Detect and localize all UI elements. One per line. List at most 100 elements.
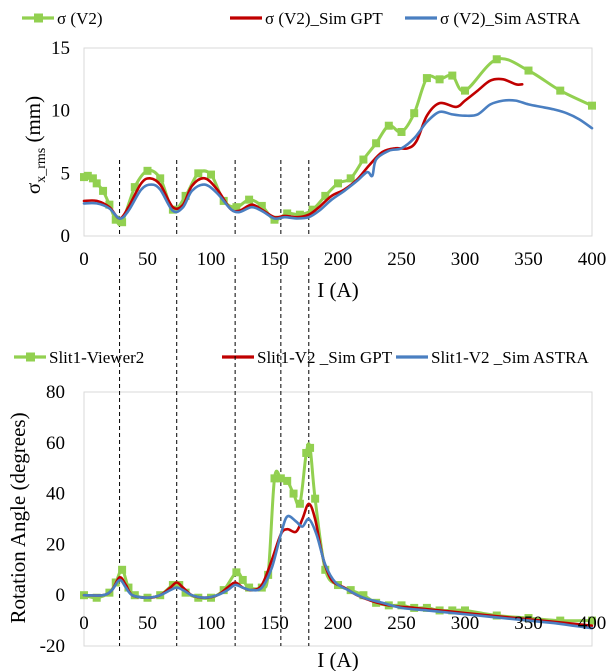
chart1-y-axis-subscript: x_rms — [34, 148, 49, 183]
chart2-x-tick-label: 250 — [387, 613, 416, 634]
chart2-guide-lines — [119, 258, 310, 646]
chart2-x-tick-label: 50 — [138, 613, 157, 634]
chart2-x-axis-title: I (A) — [317, 648, 358, 671]
chart1-data-point — [346, 174, 355, 183]
chart2-data-point — [302, 448, 311, 457]
chart1-data-point — [334, 179, 342, 188]
chart1-data-point — [588, 101, 596, 110]
chart1-y-tick-label: 10 — [51, 101, 70, 122]
chart1-x-tick-label: 350 — [514, 249, 543, 270]
chart1-data-point — [448, 71, 457, 80]
chart1-data-point — [207, 170, 215, 179]
chart1-data-point — [422, 74, 431, 83]
chart1-series-line — [82, 77, 524, 220]
chart2-y-axis-title: Rotation Angle (degrees) — [6, 412, 30, 623]
chart2-x-tick-label: 0 — [79, 613, 89, 634]
chart2-y-ticks: -20 0 20 40 60 80 — [40, 382, 65, 657]
chart2-data-point — [92, 593, 101, 602]
chart2-series-line — [82, 514, 594, 630]
chart1-x-tick-label: 50 — [138, 249, 157, 270]
chart2-legend-label: Slit1-V2 _Sim ASTRA — [431, 348, 589, 367]
chart2-data-point — [283, 476, 292, 485]
chart1-y-axis-unit: (mm) — [21, 96, 45, 148]
chart1-data-point — [257, 201, 266, 210]
chart2-x-tick-label: 150 — [260, 613, 289, 634]
chart1-y-axis-title: σx_rms (mm) — [21, 96, 49, 194]
chart1-legend-label: σ (V2)_Sim GPT — [265, 9, 383, 28]
chart2-data-point — [238, 575, 247, 584]
chart1-data-point — [359, 155, 368, 164]
chart1-data-point — [384, 121, 393, 130]
chart2-data-point — [245, 583, 254, 592]
chart2-data-point — [461, 606, 469, 615]
chart1-x-tick-label: 150 — [260, 249, 289, 270]
chart1-x-tick-label: 250 — [387, 249, 416, 270]
chart2-data-point — [118, 565, 127, 574]
sigma-xrms-chart: σ (V2) σ (V2)_Sim GPT σ (V2)_Sim ASTRA 0 50… — [21, 9, 606, 302]
chart1-legend-label: σ (V2) — [57, 9, 103, 28]
chart1-data-point — [194, 169, 203, 178]
chart2-legend-label: Slit1-V2 _Sim GPT — [257, 348, 393, 367]
chart1-data-point — [143, 166, 152, 175]
chart1-data-point — [283, 209, 292, 218]
chart1-y-ticks: 0 5 10 15 — [51, 38, 70, 247]
chart2-x-tick-label: 100 — [197, 613, 226, 634]
chart1-data-point — [92, 179, 101, 188]
chart1-series — [80, 55, 596, 227]
chart1-x-axis-title: I (A) — [317, 278, 358, 302]
chart1-series-line — [82, 98, 594, 221]
chart1-data-point — [410, 109, 419, 118]
chart2-x-tick-label: 200 — [324, 613, 353, 634]
chart2-data-point — [232, 568, 241, 577]
chart1-legend-label: σ (V2)_Sim ASTRA — [440, 9, 581, 28]
chart1-data-point — [435, 75, 444, 84]
chart1-data-point — [492, 55, 501, 64]
chart2-data-point — [270, 474, 279, 483]
rotation-angle-chart: Slit1-Viewer2 Slit1-V2 _Sim GPT Slit1-V2 _… — [6, 258, 606, 671]
chart1-data-point — [232, 203, 241, 212]
chart2-plot-frame — [83, 391, 593, 647]
chart2-data-point — [306, 443, 315, 452]
chart1-data-point — [461, 86, 469, 95]
chart1-x-tick-label: 200 — [324, 249, 353, 270]
chart1-x-tick-label: 300 — [451, 249, 480, 270]
chart1-data-point — [181, 191, 190, 200]
chart2-series — [80, 442, 596, 630]
chart1-data-point — [156, 174, 165, 183]
chart1-data-point — [524, 66, 533, 75]
chart1-data-point — [556, 86, 565, 95]
chart2-y-tick-label: 80 — [46, 382, 65, 403]
chart1-x-tick-label: 0 — [79, 249, 89, 270]
chart2-data-point — [276, 474, 285, 483]
chart1-y-axis-symbol: σ — [21, 183, 45, 194]
chart1-data-point — [295, 210, 304, 219]
chart1-y-tick-label: 0 — [61, 226, 71, 247]
chart1-x-ticks: 0 50 100 150 200 250 300 350 400 — [79, 249, 606, 270]
chart1-x-tick-label: 100 — [197, 249, 226, 270]
chart1-y-tick-label: 15 — [51, 38, 70, 59]
chart1-data-point — [83, 171, 92, 180]
chart1-data-point — [372, 139, 381, 148]
chart2-data-point — [311, 494, 320, 503]
chart2-y-tick-label: -20 — [40, 636, 65, 657]
chart2-y-tick-label: 20 — [46, 534, 65, 555]
chart2-data-point — [289, 489, 298, 498]
chart2-x-tick-label: 300 — [451, 613, 480, 634]
chart1-data-point — [111, 215, 120, 224]
chart2-legend-marker — [26, 352, 35, 362]
chart1-data-point — [321, 191, 330, 200]
chart2-y-tick-label: 40 — [46, 484, 65, 505]
chart1-legend: σ (V2) σ (V2)_Sim GPT σ (V2)_Sim ASTRA — [22, 9, 581, 28]
chart1-data-point — [397, 127, 406, 136]
chart2-data-point — [359, 591, 368, 600]
chart2-series-line — [82, 502, 594, 627]
chart2-x-tick-label: 350 — [514, 613, 543, 634]
chart1-x-tick-label: 400 — [578, 249, 607, 270]
chart1-data-point — [245, 195, 254, 204]
chart2-y-tick-label: 60 — [46, 433, 65, 454]
chart2-y-tick-label: 0 — [56, 585, 66, 606]
chart2-legend-label: Slit1-Viewer2 — [49, 348, 144, 367]
chart1-data-point — [308, 205, 317, 214]
chart1-plot-frame — [83, 47, 593, 237]
